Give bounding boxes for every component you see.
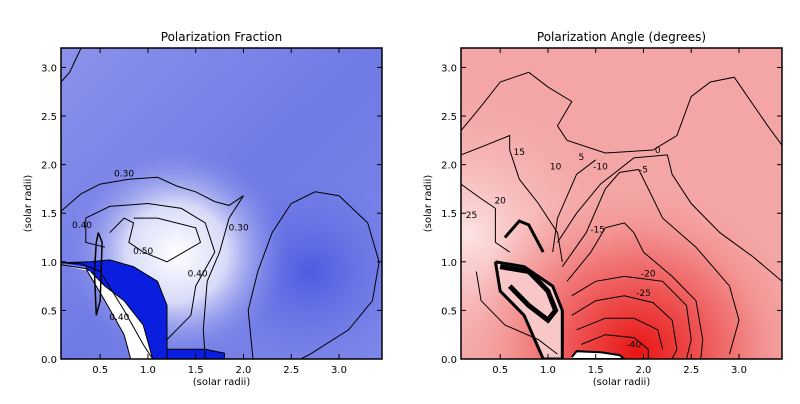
y-tick-label: 0.5 [41, 306, 57, 317]
y-tick-label: 0.0 [41, 355, 57, 366]
contour-label: 0.50 [133, 247, 153, 257]
contour-line [93, 232, 103, 316]
y-tick-label: 2.0 [41, 161, 57, 172]
panel-polarization-angle: 0 -5 -10 -15 -20 -25 -40 5 10 15 20 25 Polarization … [423, 30, 783, 388]
contour-label: 0 [655, 146, 661, 156]
contour-line [503, 219, 545, 253]
contour-line [571, 295, 678, 359]
contour-line [581, 334, 649, 359]
contour-line [461, 71, 782, 154]
x-tick-label: 2.5 [283, 365, 299, 376]
heatmap-masked-region [571, 350, 626, 359]
contour-label: 0.30 [229, 224, 249, 234]
chart-title: Polarization Fraction [161, 30, 282, 44]
y-axis-label: (solar radii) [423, 175, 434, 233]
y-tick-label: 2.5 [41, 112, 57, 123]
chart-title: Polarization Angle (degrees) [537, 30, 706, 44]
x-tick-label: 1.5 [188, 365, 204, 376]
contour-line [461, 134, 563, 262]
contour-label: 0.40 [188, 269, 208, 279]
contour-cluster [499, 264, 559, 324]
x-tick-label: 3.0 [331, 365, 347, 376]
contour-line [566, 222, 704, 359]
x-tick-label: 1.0 [540, 365, 556, 376]
y-tick-label: 2.5 [441, 112, 457, 123]
contour-line [61, 262, 154, 359]
x-tick-label: 3.0 [731, 365, 747, 376]
contour-line [475, 271, 558, 355]
contour-label: 20 [494, 197, 506, 207]
contour-label: 0.40 [109, 313, 129, 323]
contour-label: 10 [550, 162, 562, 172]
y-tick-label: 3.0 [41, 63, 57, 74]
contour-label: -10 [593, 162, 608, 172]
y-tick-label: 1.0 [441, 258, 457, 269]
panel-polarization-fraction: 0.30 0.40 0.50 0.30 0.40 0.40 Polarization Fra… [23, 30, 383, 388]
x-tick-label: 2.5 [683, 365, 699, 376]
contour-line [61, 48, 82, 83]
y-tick-label: 1.5 [41, 209, 57, 220]
contour-line [247, 191, 380, 359]
y-axis-label: (solar radii) [23, 175, 34, 233]
contour-label: 0.30 [114, 169, 134, 179]
x-tick-label: 2.0 [636, 365, 652, 376]
contour-label: -40 [627, 340, 642, 350]
x-tick-label: 2.0 [236, 365, 252, 376]
contour-line [571, 275, 692, 359]
y-tick-label: 0.0 [441, 355, 457, 366]
heatmap-low-region [461, 48, 782, 359]
x-axis-label: (solar radii) [593, 377, 651, 388]
plot-frame [60, 47, 383, 360]
heatmap-image: 0.30 0.40 0.50 0.30 0.40 0.40 [61, 48, 382, 359]
contour-line [61, 176, 244, 359]
y-tick-label: 1.0 [41, 258, 57, 269]
contour-line [552, 159, 597, 253]
contour-label: 25 [466, 211, 477, 221]
x-tick-label: 0.5 [92, 365, 108, 376]
x-tick-label: 1.0 [140, 365, 156, 376]
contour-line [561, 168, 740, 355]
x-tick-label: 0.5 [492, 365, 508, 376]
contour-line [576, 317, 664, 350]
contour-label: -25 [636, 289, 651, 299]
contour-label: -15 [590, 226, 605, 236]
heatmap-image: 0 -5 -10 -15 -20 -25 -40 5 10 15 20 25 [461, 48, 782, 359]
contour-line [109, 217, 202, 263]
y-tick-label: 2.0 [441, 161, 457, 172]
contour-label: 15 [514, 148, 525, 158]
contour-line [461, 183, 510, 253]
contour-label: -20 [641, 269, 656, 279]
y-tick-label: 3.0 [441, 63, 457, 74]
contour-line [557, 154, 782, 282]
x-tick-label: 1.5 [588, 365, 604, 376]
contour-label: 5 [579, 153, 585, 163]
x-axis-label: (solar radii) [193, 377, 251, 388]
y-tick-label: 1.5 [441, 209, 457, 220]
contour-label: -5 [639, 165, 648, 175]
y-tick-label: 0.5 [441, 306, 457, 317]
contour-line [85, 202, 216, 340]
plot-frame [460, 47, 783, 360]
contour-label: 0.40 [72, 221, 92, 231]
